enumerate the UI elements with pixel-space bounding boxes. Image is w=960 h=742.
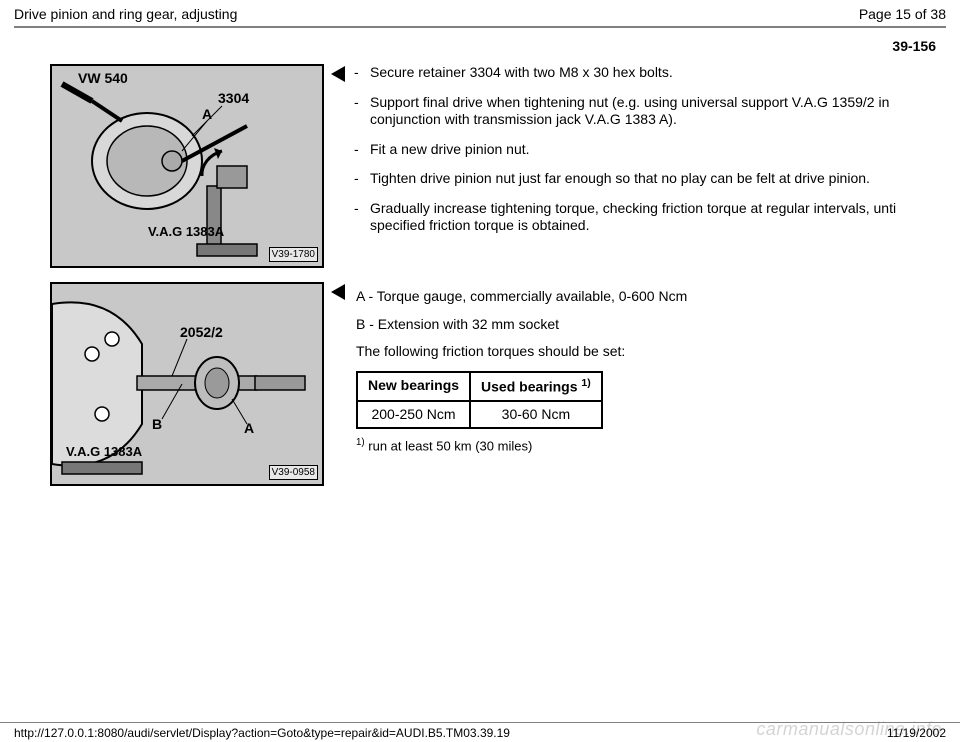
step-item: -Secure retainer 3304 with two M8 x 30 h… bbox=[354, 64, 936, 82]
block2-col: A - Torque gauge, commercially available… bbox=[352, 282, 936, 455]
page-footer: http://127.0.0.1:8080/audi/servlet/Displ… bbox=[0, 722, 960, 742]
bullet-dash: - bbox=[354, 64, 370, 82]
row-1: VW 540 3304 A V.A.G 1383A V39-1780 -Secu… bbox=[50, 64, 936, 268]
arrow-2 bbox=[324, 282, 352, 305]
bullet-dash: - bbox=[354, 141, 370, 159]
page-header: Drive pinion and ring gear, adjusting Pa… bbox=[0, 0, 960, 26]
fig2-code: V39-0958 bbox=[269, 465, 318, 480]
step-text: Support final drive when tightening nut … bbox=[370, 94, 936, 129]
footnote: 1) run at least 50 km (30 miles) bbox=[356, 437, 936, 455]
torque-table: New bearings Used bearings 1) 200-250 Nc… bbox=[356, 371, 603, 430]
figure-2: 2052/2 B A V.A.G 1383A V39-0958 bbox=[50, 282, 324, 486]
table-header-row: New bearings Used bearings 1) bbox=[357, 372, 602, 401]
td-new: 200-250 Ncm bbox=[357, 401, 470, 429]
steps-list: -Secure retainer 3304 with two M8 x 30 h… bbox=[354, 64, 936, 235]
page: Drive pinion and ring gear, adjusting Pa… bbox=[0, 0, 960, 742]
fig2-label-b: B bbox=[152, 416, 162, 432]
step-text: Gradually increase tightening torque, ch… bbox=[370, 200, 936, 235]
page-indicator: Page 15 of 38 bbox=[859, 6, 946, 22]
th-used-text: Used bearings bbox=[481, 378, 581, 394]
step-item: -Tighten drive pinion nut just far enoug… bbox=[354, 170, 936, 188]
footer-date: 11/19/2002 bbox=[887, 726, 946, 740]
arrow-icon bbox=[331, 66, 345, 82]
header-title: Drive pinion and ring gear, adjusting bbox=[14, 6, 237, 22]
td-used: 30-60 Ncm bbox=[470, 401, 602, 429]
fig1-label-vag: V.A.G 1383A bbox=[148, 224, 224, 239]
steps-col: -Secure retainer 3304 with two M8 x 30 h… bbox=[352, 64, 936, 247]
fig2-label-a: A bbox=[244, 420, 254, 436]
step-item: -Fit a new drive pinion nut. bbox=[354, 141, 936, 159]
fig1-label-3304: 3304 bbox=[218, 90, 249, 106]
step-text: Fit a new drive pinion nut. bbox=[370, 141, 530, 159]
row-2: 2052/2 B A V.A.G 1383A V39-0958 A - Torq… bbox=[50, 282, 936, 486]
bullet-dash: - bbox=[354, 200, 370, 235]
fig2-label-vag: V.A.G 1383A bbox=[66, 444, 142, 459]
footnote-sup: 1) bbox=[356, 437, 365, 448]
step-item: -Support final drive when tightening nut… bbox=[354, 94, 936, 129]
step-text: Secure retainer 3304 with two M8 x 30 he… bbox=[370, 64, 673, 82]
th-used-sup: 1) bbox=[581, 377, 590, 389]
footnote-text: run at least 50 km (30 miles) bbox=[365, 438, 533, 453]
fig2-label-2052: 2052/2 bbox=[180, 324, 223, 340]
step-item: -Gradually increase tightening torque, c… bbox=[354, 200, 936, 235]
fig1-label-vw540: VW 540 bbox=[78, 70, 128, 86]
th-new-bearings: New bearings bbox=[357, 372, 470, 401]
footer-url: http://127.0.0.1:8080/audi/servlet/Displ… bbox=[14, 726, 510, 740]
bullet-dash: - bbox=[354, 170, 370, 188]
line-a: A - Torque gauge, commercially available… bbox=[356, 288, 936, 306]
fig1-label-a: A bbox=[202, 106, 212, 122]
bullet-dash: - bbox=[354, 94, 370, 129]
th-used-bearings: Used bearings 1) bbox=[470, 372, 602, 401]
figure-1: VW 540 3304 A V.A.G 1383A V39-1780 bbox=[50, 64, 324, 268]
fig1-code: V39-1780 bbox=[269, 247, 318, 262]
table-row: 200-250 Ncm 30-60 Ncm bbox=[357, 401, 602, 429]
arrow-1 bbox=[324, 64, 352, 87]
arrow-icon bbox=[331, 284, 345, 300]
intro-line: The following friction torques should be… bbox=[356, 343, 936, 361]
section-code: 39-156 bbox=[0, 28, 960, 60]
content-area: VW 540 3304 A V.A.G 1383A V39-1780 -Secu… bbox=[0, 60, 960, 486]
line-b: B - Extension with 32 mm socket bbox=[356, 316, 936, 334]
step-text: Tighten drive pinion nut just far enough… bbox=[370, 170, 870, 188]
